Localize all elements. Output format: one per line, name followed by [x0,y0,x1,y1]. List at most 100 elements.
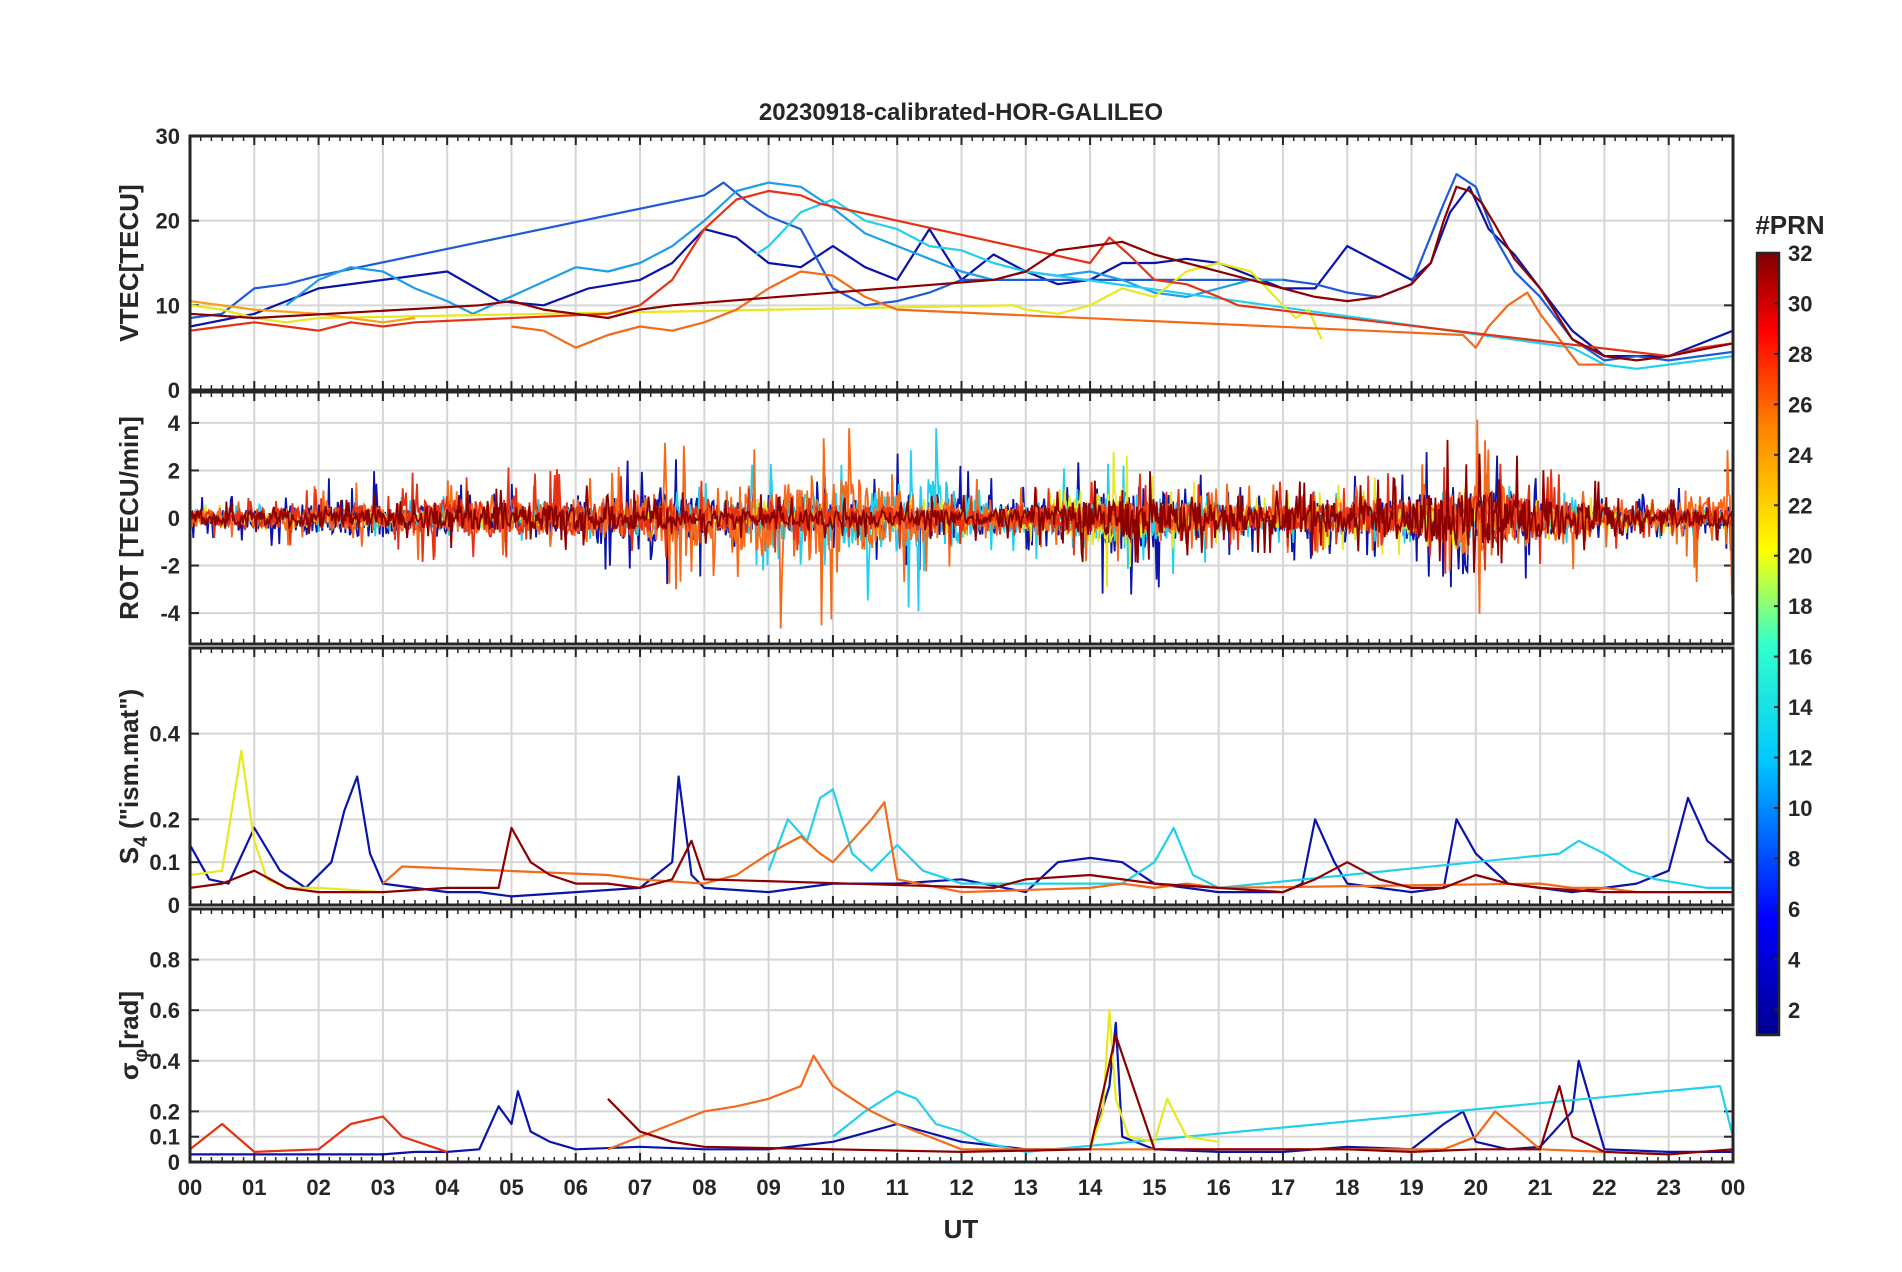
colorbar-tick-label: 22 [1788,493,1812,518]
series-line-prn-2 [190,775,1733,898]
y-tick-label: 0 [168,506,180,531]
series-line-prn-31 [607,1034,1733,1156]
series-line-prn-19 [1089,1009,1219,1150]
x-tick-label: 14 [1078,1175,1103,1200]
y-label-rest: [rad] [114,991,144,1049]
x-tick-label: 17 [1271,1175,1295,1200]
y-tick-label: -4 [160,601,180,626]
y-tick-label: 0 [168,1150,180,1175]
colorbar-tick-label: 18 [1788,594,1812,619]
y-tick-label: 0.1 [149,850,180,875]
colorbar-tick-label: 10 [1788,796,1812,821]
y-label-rest: ("ism.mat") [114,689,144,836]
x-tick-label: 05 [499,1175,523,1200]
series-group [190,419,1733,629]
y-label-sub: 4 [131,836,152,847]
y-tick-label: 4 [168,411,181,436]
y-tick-label: 0.4 [149,722,180,747]
colorbar-tick-label: 4 [1788,947,1801,972]
x-tick-label: 00 [178,1175,202,1200]
series-line-prn-12 [767,788,1733,889]
x-tick-label: 12 [949,1175,973,1200]
y-tick-label: 0.4 [149,1049,180,1074]
y-tick-label: 2 [168,458,180,483]
rot-panel: -4 -2 0 2 4 ROT [TECU/min] [114,390,1735,646]
x-tick-label: 21 [1528,1175,1552,1200]
colorbar-tick-label: 12 [1788,746,1812,771]
y-tick-label: 0 [168,893,180,918]
colorbar-tick-label: 2 [1788,998,1800,1023]
colorbar-tick-label: 6 [1788,897,1800,922]
colorbar-tick-label: 32 [1788,241,1812,266]
x-tick-label: 16 [1206,1175,1230,1200]
x-tick-label: 01 [242,1175,266,1200]
s4-panel: 00.10.20.4S4 ("ism.mat") [114,646,1735,918]
y-axis-label: S4 ("ism.mat") [114,689,152,864]
series-line-prn-31 [190,826,1733,894]
colorbar-label: #PRN [1755,210,1824,240]
x-tick-label: 10 [821,1175,845,1200]
plot-frame [188,907,1735,1164]
y-axis-label: ROT [TECU/min] [114,416,144,620]
series-line-prn-31 [190,185,1733,362]
y-tick-label: -2 [160,554,180,579]
y-tick-label: 0 [168,378,180,403]
y-label-sub: φ [131,1049,152,1063]
series-line-prn-31 [190,439,1733,573]
x-tick-label: 23 [1656,1175,1680,1200]
plot-frame [188,390,1735,646]
series-line-prn-25 [607,1054,1605,1153]
colorbar-tick-label: 26 [1788,392,1812,417]
colorbar-tick-label: 24 [1788,443,1813,468]
x-tick-label: 22 [1592,1175,1616,1200]
y-axis-label: VTEC[TECU] [114,184,144,341]
y-label-main: σ [114,1062,144,1080]
colorbar-tick-label: 8 [1788,846,1800,871]
series-line-prn-27 [190,189,1733,358]
y-tick-label: 0.8 [149,948,180,973]
sigma-phi-panel: 00.10.2 0.4 0.6 0.8 σφ[rad] [114,907,1735,1175]
x-tick-label: 03 [371,1175,395,1200]
x-tick-label: 15 [1142,1175,1166,1200]
x-tick-label: 20 [1464,1175,1488,1200]
series-line-prn-25 [382,801,1733,894]
x-tick-label: 13 [1014,1175,1038,1200]
y-axis-label: σφ[rad] [114,991,152,1080]
series-group [190,749,1733,898]
y-label-main: S [114,847,144,864]
colorbar-gradient [1755,251,1781,1037]
y-tick-label: 0.2 [149,807,180,832]
series-line-prn-27 [190,1115,448,1153]
x-tick-label: 07 [628,1175,652,1200]
series-line-prn-10 [285,181,1283,315]
y-tick-label: 0.1 [149,1125,180,1150]
series-line-prn-12 [755,198,1733,370]
colorbar-tick-label: 16 [1788,645,1812,670]
x-tick-label: 11 [886,1175,909,1200]
series-line-prn-12 [832,1085,1733,1153]
series-line-prn-27 [190,463,1733,574]
series-group [190,173,1733,370]
x-tick-label: 09 [756,1175,780,1200]
x-tick-label: 08 [692,1175,716,1200]
y-tick-label: 20 [156,209,180,234]
x-tick-label: 04 [435,1175,460,1200]
series-line-prn-19 [190,261,1323,340]
y-tick-label: 0.6 [149,998,180,1023]
x-tick-label: 02 [306,1175,330,1200]
colorbar-tick-label: 28 [1788,342,1812,367]
chart-title: 20230918-calibrated-HOR-GALILEO [759,99,1163,126]
x-tick-label: 19 [1399,1175,1423,1200]
colorbar-tick-label: 14 [1788,695,1813,720]
plot-frame [188,646,1735,907]
plot-frame [188,134,1735,392]
x-axis-label: UT [944,1214,979,1244]
colorbar-tick-label: 30 [1788,291,1812,316]
colorbar-tick-label: 20 [1788,544,1812,569]
x-tick-labels: 00 01 02 03 04 05 06 07 08 09 10 11 12 13 14 15 16 17 18 19… [178,1175,1745,1200]
series-line-prn-19 [190,749,383,894]
series-group [190,1009,1733,1156]
x-tick-label: 00 [1721,1175,1745,1200]
